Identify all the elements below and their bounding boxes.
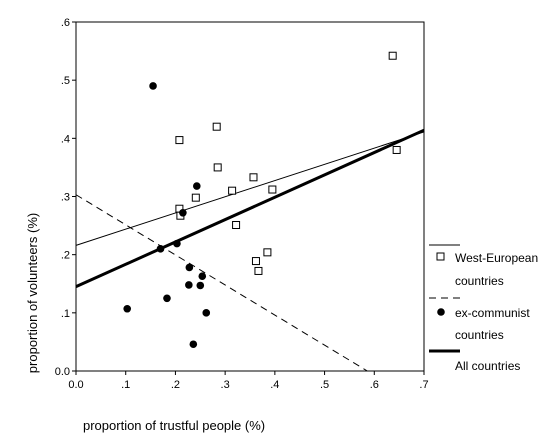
plot-area (75, 21, 425, 372)
fit-line-ex-communist (75, 194, 368, 372)
legend-label-ex-communist: ex-communist (455, 306, 530, 320)
y-tick-label: .4 (61, 133, 70, 145)
legend-marker-west-european (436, 252, 445, 261)
legend-label-all-countries: All countries (455, 359, 520, 373)
x-tick-label: .2 (171, 379, 180, 391)
fit-line-west-european (75, 131, 425, 246)
x-tick-label: .5 (320, 379, 329, 391)
point-west-european (388, 51, 397, 60)
y-tick-label: 0.0 (55, 366, 70, 378)
x-tick-label: .1 (121, 379, 130, 391)
point-west-european (175, 136, 184, 145)
x-tick-label: .7 (419, 379, 428, 391)
point-west-european (392, 145, 401, 154)
x-tick-label: .4 (270, 379, 279, 391)
point-west-european (268, 185, 277, 194)
y-tick-label: .3 (61, 192, 70, 204)
point-ex-communist (163, 294, 171, 303)
x-tick-label: .3 (221, 379, 230, 391)
point-ex-communist (173, 239, 181, 248)
y-tick-label: .2 (61, 250, 70, 262)
point-west-european (191, 193, 200, 202)
fit-lines (75, 128, 425, 372)
y-tick-label: .5 (61, 75, 70, 87)
data-points (123, 51, 401, 349)
point-west-european (254, 266, 263, 275)
point-ex-communist (193, 182, 201, 190)
legend: West-European countries ex-communist cou… (429, 244, 538, 373)
point-west-european (251, 257, 260, 266)
x-tick-label: 0.0 (68, 379, 83, 391)
legend-label-ex-communist-2: countries (455, 328, 504, 342)
x-tick-label: .6 (370, 379, 379, 391)
point-west-european (228, 186, 237, 195)
legend-marker-ex-communist (437, 308, 445, 316)
y-tick-label: .1 (61, 308, 70, 320)
point-ex-communist (149, 82, 157, 90)
y-tick-label: .6 (61, 17, 70, 29)
legend-label-west-european: West-European (455, 251, 538, 265)
legend-label-west-european-2: countries (455, 274, 504, 288)
x-axis-label: proportion of trustful people (%) (83, 418, 265, 433)
point-ex-communist (185, 281, 193, 289)
point-ex-communist (196, 281, 205, 290)
point-west-european (232, 221, 241, 230)
point-ex-communist (123, 304, 132, 313)
x-axis-ticks: 0.0 .1 .2 .3 .4 .5 .6 .7 (68, 371, 429, 391)
point-ex-communist (198, 272, 207, 280)
point-west-european (212, 122, 221, 131)
point-ex-communist (189, 340, 198, 349)
point-west-european (263, 248, 272, 257)
point-ex-communist (156, 245, 165, 253)
y-axis-ticks: 0.0 .1 .2 .3 .4 .5 .6 (55, 17, 76, 378)
point-west-european (249, 173, 258, 182)
fit-line-all-countries (75, 128, 425, 289)
point-ex-communist (185, 263, 194, 272)
point-ex-communist (179, 208, 187, 217)
y-axis-label: proportion of volunteers (%) (25, 213, 40, 373)
point-west-european (213, 163, 222, 172)
point-ex-communist (202, 309, 211, 317)
